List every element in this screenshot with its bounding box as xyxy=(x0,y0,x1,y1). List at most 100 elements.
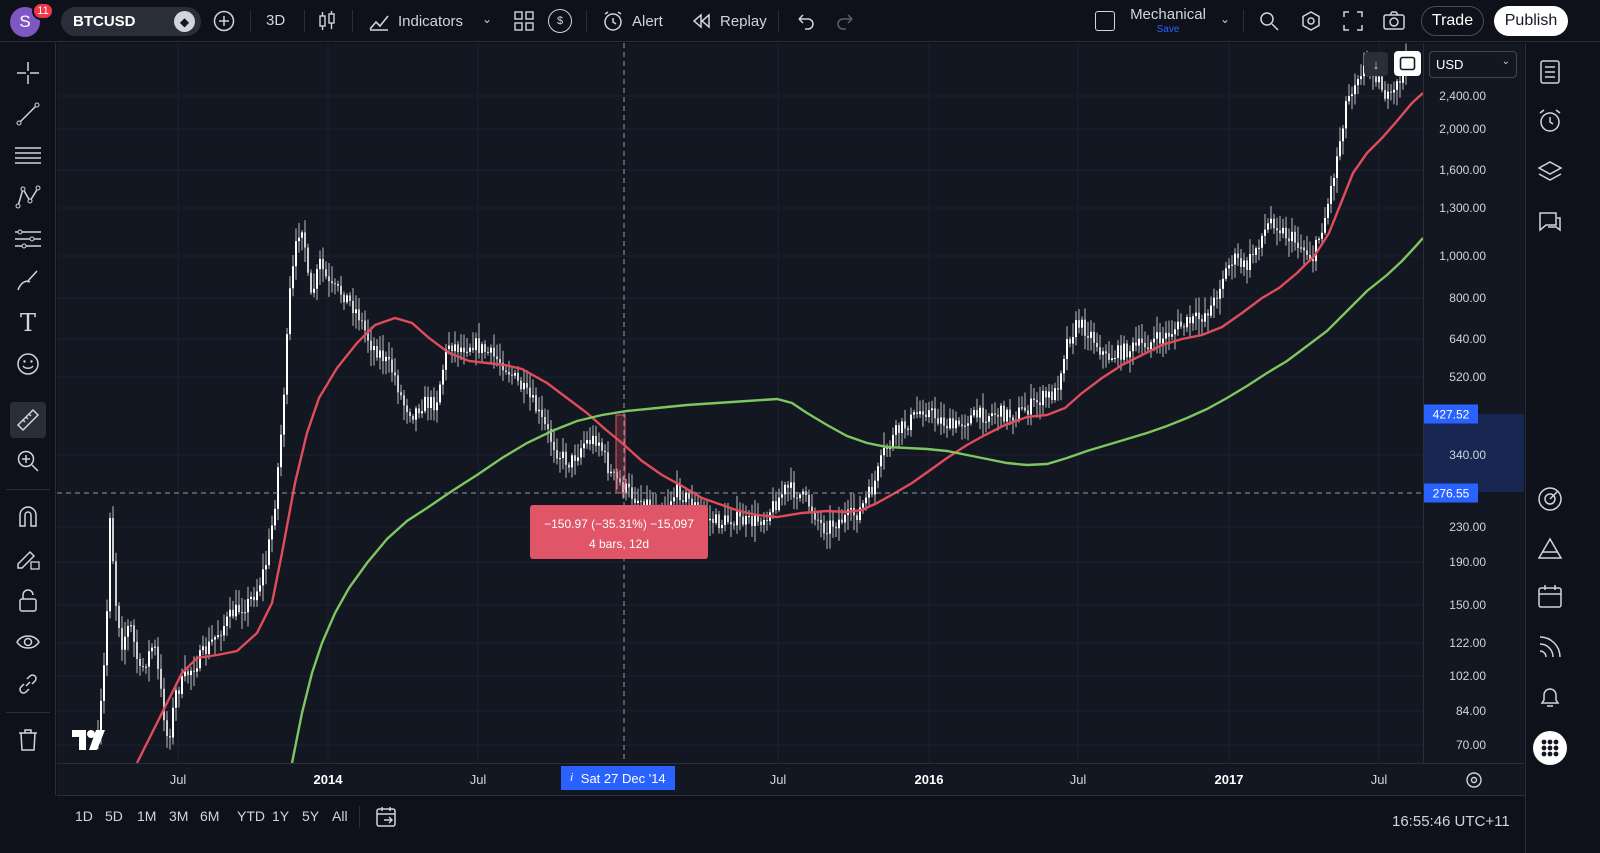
scroll-down-button[interactable]: ↓ xyxy=(1364,52,1388,76)
trash-icon[interactable] xyxy=(10,722,46,758)
candle xyxy=(880,449,882,478)
alarm-icon[interactable] xyxy=(1536,107,1564,135)
currency-select[interactable]: USD ⌄ xyxy=(1429,51,1517,78)
chart-pane[interactable] xyxy=(57,43,1424,764)
candle xyxy=(946,418,948,438)
range-button-ytd[interactable]: YTD xyxy=(237,808,265,824)
range-button-all[interactable]: All xyxy=(332,808,348,824)
alert-button[interactable]: Alert xyxy=(602,10,663,32)
symbol-search[interactable]: BTCUSD ◆ xyxy=(61,7,201,36)
publish-button[interactable]: Publish xyxy=(1494,6,1568,36)
range-button-5d[interactable]: 5D xyxy=(105,808,123,824)
candle xyxy=(1336,147,1338,193)
chevron-down-icon[interactable]: ⌄ xyxy=(482,12,493,26)
range-button-6m[interactable]: 6M xyxy=(200,808,220,824)
lock-icon[interactable] xyxy=(10,583,46,619)
fib-icon[interactable] xyxy=(10,138,46,174)
ruler-icon[interactable] xyxy=(10,402,46,438)
fullscreen-button[interactable] xyxy=(1342,10,1364,37)
layers-icon[interactable] xyxy=(1536,158,1564,186)
range-button-1m[interactable]: 1M xyxy=(137,808,157,824)
prediction-icon[interactable] xyxy=(10,221,46,257)
calendar-icon[interactable] xyxy=(1536,583,1564,611)
snapshot-button[interactable] xyxy=(1382,10,1406,37)
candle xyxy=(796,491,798,510)
tradingview-logo[interactable] xyxy=(72,730,106,756)
triangle-icon[interactable] xyxy=(1536,535,1564,563)
link-icon[interactable] xyxy=(10,666,46,702)
lock-draw-icon[interactable] xyxy=(10,541,46,577)
time-axis[interactable]: Jul 2014 Jul Jul 2016 Jul 2017 Jul xyxy=(57,763,1524,795)
time-tick-label: Jul xyxy=(169,772,187,787)
moving-average-fast xyxy=(135,92,1424,764)
chat-icon[interactable] xyxy=(1536,208,1564,236)
candle xyxy=(1108,341,1110,364)
layout-name[interactable]: Mechanical xyxy=(1130,6,1206,23)
text-icon[interactable]: T xyxy=(19,309,36,337)
add-symbol-button[interactable] xyxy=(212,9,236,33)
eye-icon[interactable] xyxy=(10,624,46,660)
layout-checkbox[interactable] xyxy=(1095,11,1115,31)
maximize-button[interactable] xyxy=(1394,51,1421,76)
apps-icon[interactable] xyxy=(1533,731,1567,765)
zoom-icon[interactable] xyxy=(10,443,46,479)
range-button-1y[interactable]: 1Y xyxy=(272,808,290,824)
candle xyxy=(1033,387,1035,407)
trend-line-icon[interactable] xyxy=(10,96,46,132)
goto-date-button[interactable] xyxy=(375,806,399,833)
chart-type-button[interactable] xyxy=(316,10,338,37)
broadcast-icon[interactable] xyxy=(1536,633,1564,661)
candle xyxy=(949,408,951,431)
brush-icon[interactable] xyxy=(10,263,46,299)
quick-search-button[interactable] xyxy=(1258,10,1280,37)
dollar-circle-icon[interactable]: $ xyxy=(548,9,572,33)
trade-button[interactable]: Trade xyxy=(1421,6,1484,36)
diamond-icon[interactable]: ◆ xyxy=(174,11,195,32)
candle xyxy=(235,589,237,621)
target-icon[interactable] xyxy=(1536,485,1564,513)
emoji-icon[interactable] xyxy=(10,346,46,382)
templates-button[interactable] xyxy=(513,10,535,37)
chevron-down-icon[interactable]: ⌄ xyxy=(1220,12,1231,26)
candle xyxy=(580,439,582,465)
crosshair-icon[interactable] xyxy=(10,55,46,91)
replay-button[interactable]: Replay xyxy=(690,10,767,32)
time-tick-label: Jul xyxy=(1370,772,1388,787)
candle xyxy=(157,637,159,680)
moving-average-slow xyxy=(290,237,1424,764)
bell-icon[interactable] xyxy=(1536,683,1564,711)
price-chart[interactable] xyxy=(57,43,1424,764)
price-tick-label: 1,300.00 xyxy=(1439,201,1486,215)
range-button-3m[interactable]: 3M xyxy=(169,808,189,824)
candle xyxy=(1087,321,1089,351)
candle xyxy=(295,228,297,280)
range-button-1d[interactable]: 1D xyxy=(75,808,93,824)
indicators-button[interactable]: Indicators xyxy=(368,10,463,32)
redo-button[interactable] xyxy=(836,11,856,36)
candle xyxy=(121,616,123,661)
candle xyxy=(931,400,933,424)
candle xyxy=(277,462,279,521)
pattern-icon[interactable] xyxy=(10,179,46,215)
undo-button[interactable] xyxy=(795,11,815,36)
candle xyxy=(1270,206,1272,230)
interval-button[interactable]: 3D xyxy=(266,12,286,29)
axis-settings-button[interactable] xyxy=(1464,770,1484,795)
candle xyxy=(1153,326,1155,352)
candle xyxy=(919,400,921,418)
gear-icon xyxy=(1466,772,1482,788)
magnet-icon[interactable] xyxy=(10,499,46,535)
price-axis[interactable]: 2,400.00 2,000.00 1,600.00 1,300.00 1,000.00… xyxy=(1423,43,1524,763)
settings-button[interactable] xyxy=(1300,10,1322,37)
candle xyxy=(304,220,306,263)
watchlist-icon[interactable] xyxy=(1536,58,1564,86)
candle xyxy=(970,408,972,426)
candle xyxy=(1150,339,1152,358)
range-button-5y[interactable]: 5Y xyxy=(302,808,320,824)
candle xyxy=(1171,320,1173,341)
candle xyxy=(904,409,906,439)
candle xyxy=(1123,335,1125,365)
clock[interactable]: 16:55:46 UTC+11 xyxy=(1392,813,1510,830)
candle xyxy=(751,504,753,537)
candles-icon xyxy=(319,11,335,30)
